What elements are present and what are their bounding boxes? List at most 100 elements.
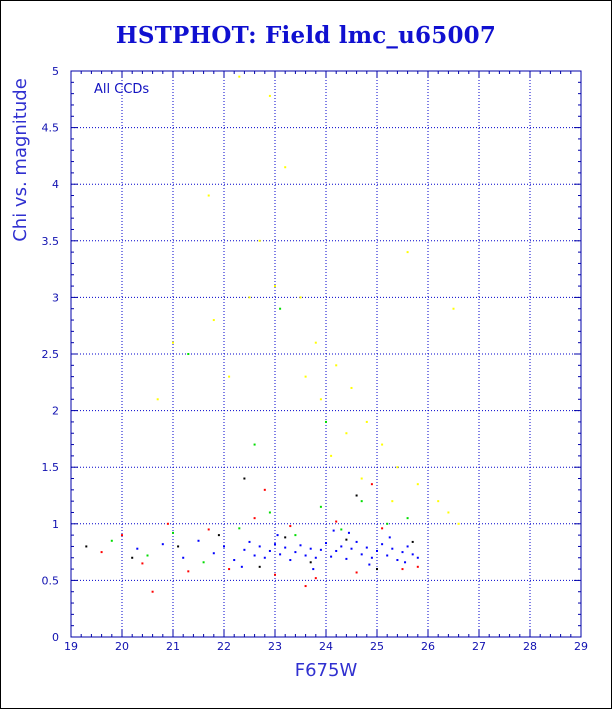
data-point (396, 466, 399, 469)
data-point (314, 341, 317, 344)
data-point (416, 556, 419, 559)
data-point (447, 511, 450, 514)
data-point (355, 494, 358, 497)
data-point (365, 420, 368, 423)
data-point (368, 563, 371, 566)
points-layer (85, 75, 460, 593)
data-point (319, 548, 322, 551)
y-tick-label: 5 (52, 65, 59, 78)
data-point (268, 549, 271, 552)
data-point (121, 534, 123, 537)
x-tick-label: 27 (472, 640, 486, 653)
x-tick-label: 20 (115, 640, 129, 653)
y-tick-label: 3.5 (42, 235, 60, 248)
data-point (404, 561, 407, 564)
data-point (299, 296, 302, 299)
data-point (452, 307, 455, 310)
data-point (304, 585, 307, 588)
data-point (161, 543, 164, 546)
data-point (332, 529, 335, 532)
data-point (312, 568, 315, 571)
data-point (401, 568, 404, 571)
data-point (207, 194, 210, 197)
data-point (177, 545, 180, 548)
data-point (355, 571, 358, 574)
data-point (381, 527, 384, 530)
data-point (370, 556, 373, 559)
data-point (319, 505, 322, 508)
data-point (268, 511, 271, 514)
data-point (217, 534, 220, 537)
data-point (110, 539, 113, 542)
data-point (365, 546, 368, 549)
x-tick-label: 19 (64, 640, 78, 653)
data-point (156, 398, 159, 401)
data-point (376, 549, 378, 552)
data-point (457, 522, 460, 525)
data-point (401, 551, 404, 554)
data-point (263, 488, 266, 491)
data-point (294, 534, 297, 537)
data-point (396, 559, 399, 562)
x-tick-label: 21 (166, 640, 180, 653)
data-point (253, 517, 256, 520)
data-point (304, 375, 307, 378)
data-point (330, 454, 333, 457)
y-tick-label: 1 (52, 518, 59, 531)
data-point (335, 520, 338, 523)
data-point (304, 554, 307, 557)
data-point (274, 573, 276, 576)
x-tick-label: 26 (421, 640, 435, 653)
data-point (85, 545, 88, 548)
y-tick-label: 4.5 (42, 122, 60, 135)
data-point (212, 319, 215, 322)
data-point (386, 522, 389, 525)
data-point (276, 534, 279, 537)
data-point (279, 553, 282, 556)
data-point (360, 477, 363, 480)
y-tick-label: 0.5 (42, 574, 60, 587)
data-point (146, 554, 149, 557)
x-tick-label: 25 (370, 640, 384, 653)
data-point (388, 536, 391, 539)
x-tick-label: 28 (523, 640, 537, 653)
data-point (309, 547, 312, 550)
x-tick-label: 23 (268, 640, 282, 653)
data-point (243, 477, 246, 480)
y-tick-label: 3 (52, 291, 59, 304)
data-point (406, 251, 409, 254)
data-point (437, 500, 440, 503)
data-point (416, 483, 419, 486)
data-point (406, 517, 409, 520)
data-point (243, 548, 246, 551)
data-point (223, 545, 225, 548)
data-point (391, 547, 394, 550)
data-point (406, 545, 409, 548)
data-point (340, 528, 343, 531)
data-point (253, 554, 256, 557)
data-point (187, 570, 190, 573)
data-point (100, 551, 103, 554)
data-point (391, 500, 394, 503)
data-point (289, 559, 292, 562)
data-point (253, 443, 256, 446)
data-point (279, 307, 282, 310)
data-point (314, 556, 317, 559)
data-point (330, 555, 333, 558)
y-tick-label: 2 (52, 405, 59, 418)
data-point (376, 568, 378, 571)
data-point (355, 540, 358, 543)
data-point (212, 552, 215, 555)
data-point (172, 341, 174, 344)
data-point (284, 546, 287, 549)
data-point (345, 538, 348, 541)
data-point (136, 547, 139, 550)
y-axis-title: Chi vs. magnitude (10, 78, 31, 242)
data-point (381, 443, 384, 446)
data-point (258, 565, 261, 568)
data-point (131, 556, 134, 559)
data-point (411, 540, 414, 543)
data-point (299, 544, 302, 547)
data-point (151, 590, 154, 593)
